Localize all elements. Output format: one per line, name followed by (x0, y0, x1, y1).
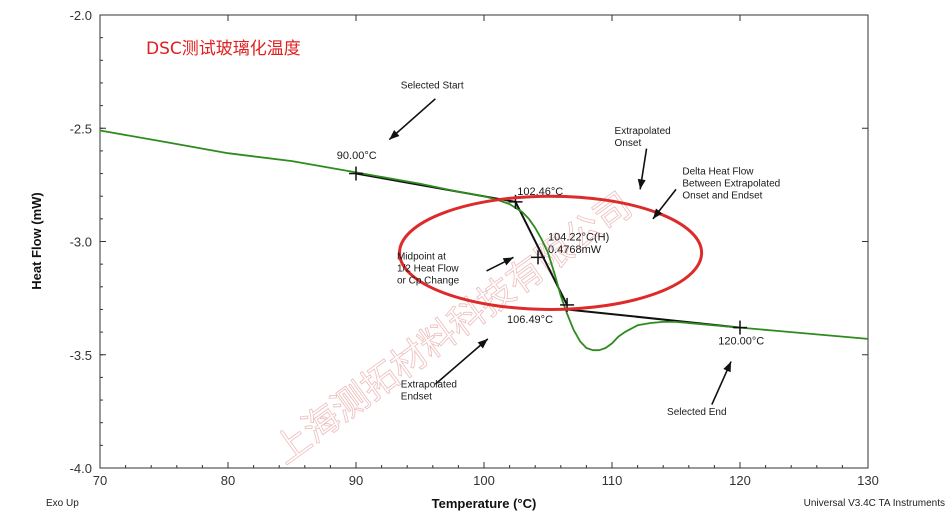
annotation-text: Midpoint at 1/2 Heat Flow or Cp Change (397, 252, 460, 287)
annotation-text: Selected Start (401, 81, 464, 92)
series-group (99, 129, 869, 352)
plot-frame (99, 14, 869, 469)
chart-title: DSC测试玻璃化温度 (146, 39, 301, 59)
y-tick-label: -4.0 (70, 461, 92, 476)
point-label: 106.49°C (507, 314, 553, 326)
annotation-line: Extrapolated (401, 380, 457, 391)
x-tick-label: 130 (857, 473, 879, 488)
point-label-group: 90.00°C 102.46°C 104.22°C(H)0.4768mW 106.49… (337, 150, 764, 348)
x-tick-label: 100 (473, 473, 495, 488)
annotation-line: Delta Heat Flow (682, 167, 754, 178)
highlight-group (398, 194, 704, 311)
y-tick-label: -3.5 (70, 348, 92, 363)
x-tick-label: 70 (93, 473, 107, 488)
arrowhead (502, 257, 514, 266)
watermark: 上海测拓材料科技有限公司 (266, 185, 640, 473)
annotation-text: Extrapolated Onset (615, 126, 671, 149)
x-tick-label: 110 (602, 473, 623, 488)
arrowhead (389, 129, 400, 140)
heat-flow-line (99, 129, 869, 352)
point-label: 0.4768mW (548, 244, 602, 256)
annotation-line: Between Extrapolated (682, 179, 780, 190)
x-tick-label: 120 (729, 473, 751, 488)
arrowhead (723, 361, 732, 373)
point-label: 104.22°C(H) (548, 231, 609, 243)
annotation-text: Selected End (667, 407, 727, 418)
arrowhead (477, 338, 488, 349)
annotation-arrow (434, 338, 489, 385)
x-tick-label: 80 (221, 473, 235, 488)
x-axis: 70 80 90 100 110 120 130 (93, 15, 879, 488)
instrument-label: Universal V3.4C TA Instruments (804, 498, 945, 509)
annotation-line: Selected End (667, 407, 727, 418)
highlight-ellipse (398, 194, 704, 311)
y-axis-title: Heat Flow (mW) (29, 192, 44, 290)
annotation-line: Onset and Endset (682, 191, 762, 202)
y-tick-label: -2.5 (70, 121, 92, 136)
annotation-line: Midpoint at (397, 252, 446, 263)
annotation-line: Endset (401, 392, 432, 403)
annotation-line: Selected Start (401, 81, 464, 92)
exo-up-label: Exo Up (46, 498, 79, 509)
y-tick-label: -2.0 (70, 8, 92, 23)
point-label: 120.00°C (718, 336, 764, 348)
x-axis-title: Temperature (°C) (432, 496, 537, 511)
y-tick-label: -3.0 (70, 235, 92, 250)
annotation-line: 1/2 Heat Flow (397, 264, 459, 275)
annotation-text: Extrapolated Endset (401, 380, 457, 403)
annotation-text: Delta Heat Flow Between Extrapolated Onset… (682, 167, 780, 202)
watermark-text: 上海测拓材料科技有限公司 (266, 185, 640, 472)
point-label: 90.00°C (337, 150, 377, 162)
x-tick-label: 90 (349, 473, 363, 488)
arrow-group (388, 98, 732, 405)
point-label: 102.46°C (517, 186, 563, 198)
annotation-line: or Cp Change (397, 276, 460, 287)
annotation-line: Onset (615, 138, 642, 149)
arrowhead (637, 178, 646, 190)
annotation-line: Extrapolated (615, 126, 671, 137)
y-axis: -4.0 -3.5 -3.0 -2.5 -2.0 (70, 8, 868, 476)
annotation-arrow (388, 98, 436, 141)
arrowhead (652, 208, 663, 219)
